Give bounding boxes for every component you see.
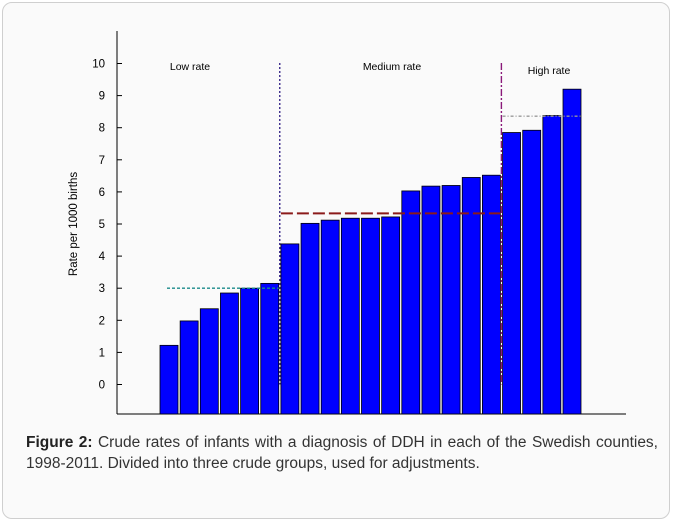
bar bbox=[179, 320, 199, 415]
y-tick-label: 4 bbox=[99, 251, 106, 263]
y-tick-label: 2 bbox=[99, 315, 105, 327]
bar bbox=[159, 344, 179, 415]
y-tick-label: 7 bbox=[99, 155, 105, 167]
bar bbox=[502, 132, 521, 415]
bar bbox=[522, 129, 542, 415]
bar bbox=[421, 185, 441, 415]
y-tick-label: 0 bbox=[99, 380, 105, 392]
bar bbox=[441, 185, 461, 415]
caption-label: Figure 2: bbox=[26, 434, 93, 451]
y-tick-label: 6 bbox=[99, 187, 105, 199]
bar bbox=[340, 217, 360, 415]
y-tick-label: 1 bbox=[99, 347, 105, 359]
y-tick-label: 3 bbox=[99, 283, 105, 295]
y-tick-label: 5 bbox=[99, 219, 105, 231]
caption-text: Crude rates of infants with a diagnosis … bbox=[26, 434, 658, 472]
bar bbox=[280, 243, 300, 415]
bar bbox=[260, 282, 280, 415]
group-label: Low rate bbox=[170, 61, 210, 73]
bar bbox=[381, 216, 401, 415]
bar bbox=[240, 287, 260, 415]
bar bbox=[461, 177, 481, 415]
y-tick-label: 9 bbox=[99, 91, 105, 103]
bar bbox=[199, 308, 219, 415]
bar bbox=[562, 88, 582, 415]
bar bbox=[542, 115, 562, 415]
bar-chart: Rate per 1000 births 0 1 2 3 4 5 6 7 8 9 10 Low rat… bbox=[68, 31, 626, 415]
figure-caption: Figure 2: Crude rates of infants with a … bbox=[26, 432, 658, 474]
bar bbox=[481, 174, 501, 415]
y-axis-label: Rate per 1000 births bbox=[68, 172, 80, 276]
y-tick-label: 10 bbox=[92, 59, 105, 71]
group-label: Medium rate bbox=[363, 61, 422, 73]
bar bbox=[300, 222, 320, 415]
bar bbox=[361, 217, 380, 415]
bar bbox=[401, 190, 421, 415]
bar bbox=[320, 219, 340, 415]
y-tick-label: 8 bbox=[99, 123, 105, 135]
bar bbox=[220, 292, 239, 415]
group-label: High rate bbox=[528, 65, 571, 77]
